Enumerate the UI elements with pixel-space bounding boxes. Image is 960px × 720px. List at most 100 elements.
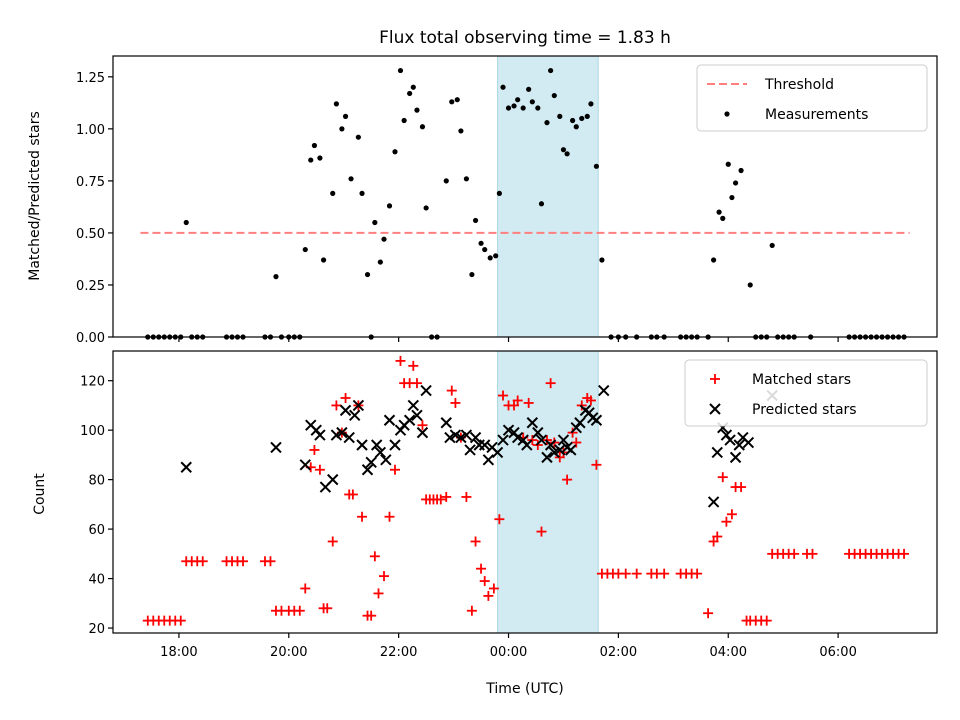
predicted-star-point [544,439,557,451]
matched-star-point [545,378,556,389]
matched-star-point [523,397,534,408]
plot-frame [112,55,938,338]
matched-star-point [761,615,772,626]
bottom-panel: 20 40 60 80 100 120 18:00 20:00 22:00 00:00 02:00 0… [80,350,938,660]
measurement-point [381,236,387,242]
legend-label: Measurements [765,107,868,123]
measurement-point [538,201,545,207]
matched-star-point [562,474,573,485]
matched-star-point [466,605,477,616]
legend-label: Threshold [764,77,834,93]
measurement-point [496,190,502,196]
x-tick-label: 20:00 [270,645,307,660]
measurement-point [529,99,535,105]
measurement-point [330,190,336,196]
matched-star-point [461,491,472,502]
y-tick-label: 1.00 [76,123,105,138]
y-tick-label: 40 [88,573,105,588]
predicted-star-point [374,446,387,459]
measurement-point [716,209,722,215]
series-measurements [145,67,907,340]
measurement-point [414,107,420,113]
measurement-point [401,117,407,124]
predicted-star-point [343,431,355,444]
measurement-point [419,124,426,130]
measurement-point [500,84,506,90]
measurement-point [544,120,550,126]
measurement-point [458,128,464,134]
matched-star-point [585,395,596,406]
matched-star-point [721,516,732,527]
x-tick-label: 04:00 [710,645,747,660]
bottom-y-axis-label: Count [32,473,48,515]
y-tick-label: 1.25 [76,71,105,86]
matched-star-point [395,355,406,366]
measurement-point [747,282,753,288]
measurement-point [339,126,345,132]
matched-star-point [314,464,325,475]
measurement-point [469,271,475,278]
x-tick-label: 18:00 [160,645,197,660]
predicted-star-point [711,446,723,459]
measurement-point [348,176,354,182]
matched-star-point [366,610,377,621]
measurement-point [478,240,484,246]
legend-label: Matched stars [752,372,851,388]
matched-star-point [789,548,800,559]
predicted-star-point [356,439,368,451]
measurement-point [511,103,517,109]
matched-star-point [703,608,714,619]
matched-star-point [726,509,737,520]
observing-window-shade [497,350,599,634]
measurement-point [472,217,479,224]
predicted-star-point [742,436,755,449]
predicted-star-point [707,496,720,508]
y-tick-label: 100 [80,424,105,439]
legend-label: Predicted stars [752,402,857,418]
matched-star-point [494,514,505,525]
predicted-star-point [521,439,533,451]
matched-star-point [331,400,342,411]
matched-star-point [498,390,509,401]
y-tick-label: 0.50 [76,227,105,242]
matched-star-point [384,511,395,522]
measurement-point [302,246,308,253]
matched-star-point [197,556,208,567]
predicted-star-point [541,451,553,464]
matched-star-point [300,583,311,594]
measurement-point [423,205,429,211]
series-matched-stars [142,355,910,626]
measurement-point [355,134,361,140]
predicted-star-point [416,426,429,439]
measurement-point [482,246,488,253]
matched-star-point [340,393,351,403]
measurement-point [551,92,557,99]
matched-star-point [470,536,481,547]
legend-box [684,359,928,427]
predicted-star-point [380,454,392,466]
matched-star-point [435,494,446,505]
measurement-point [769,242,775,249]
measurement-point [584,113,590,119]
x-axis-label: Time (UTC) [485,681,563,697]
y-tick-label: 0.00 [76,331,105,346]
x-tick-label: 02:00 [600,645,637,660]
x-tick-label: 22:00 [380,645,417,660]
matched-star-point [717,472,728,483]
predicted-star-point [361,464,374,476]
predicted-star-point [327,473,339,486]
measurement-point [588,101,594,107]
matched-star-point [488,583,499,594]
matched-star-point [476,563,487,574]
predicted-star-point [724,434,736,446]
matched-star-point [441,491,452,502]
matched-star-point [591,459,602,470]
matched-star-point [712,531,723,542]
measurement-point [449,99,455,105]
measurement-point [317,155,323,161]
matched-star-point [347,489,358,500]
matched-star-point [450,397,461,408]
matched-star-point [357,511,368,522]
measurement-point [720,215,726,221]
measurement-point [359,190,365,196]
